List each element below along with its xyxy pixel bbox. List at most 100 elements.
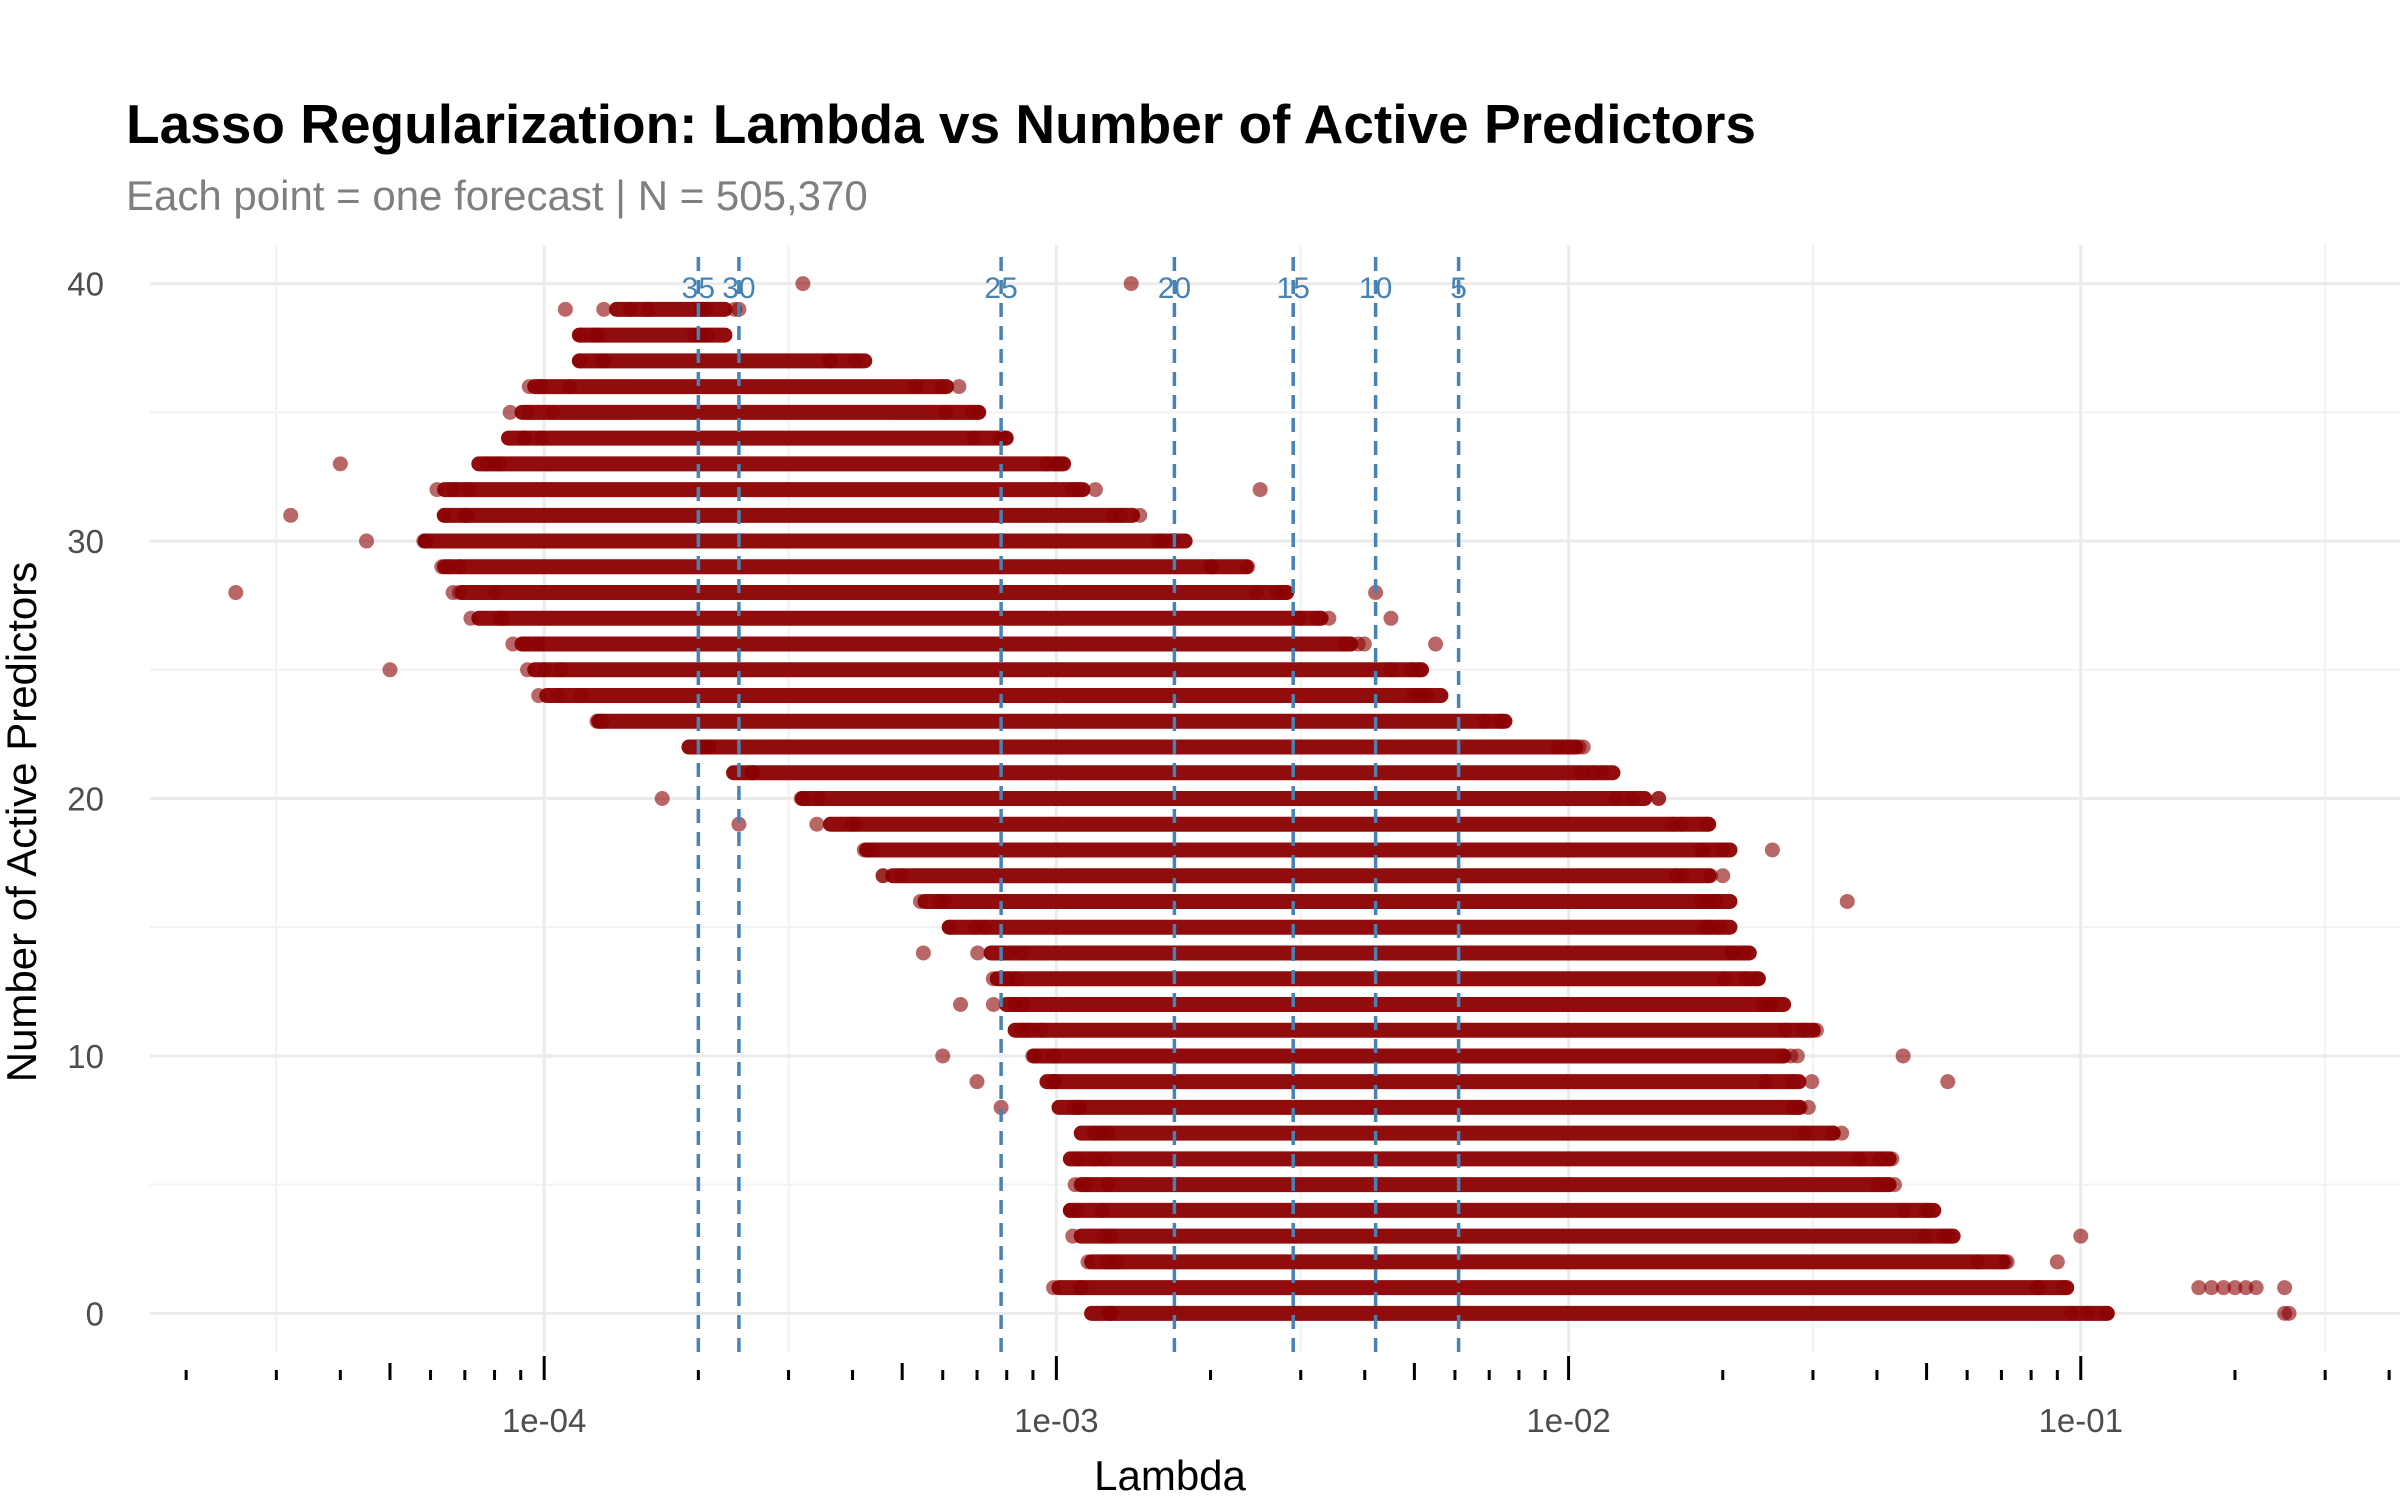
data-point — [1714, 842, 1730, 858]
reference-line-label: 15 — [1277, 272, 1310, 305]
reference-line-label: 30 — [722, 272, 755, 305]
data-point — [1675, 868, 1691, 884]
data-point — [731, 816, 747, 832]
data-point — [966, 430, 982, 446]
data-point — [1069, 1202, 1085, 1218]
y-axis-title: Number of Active Predictors — [0, 562, 45, 1083]
data-point — [970, 945, 986, 961]
data-point — [1723, 945, 1739, 961]
data-point — [1404, 662, 1420, 678]
data-point — [553, 662, 569, 678]
data-point — [1072, 1099, 1088, 1115]
data-point — [654, 791, 670, 806]
data-point — [1624, 791, 1640, 806]
data-point — [985, 971, 1001, 987]
data-point — [1895, 1048, 1911, 1064]
data-point — [1808, 1022, 1824, 1038]
data-point — [2191, 1280, 2207, 1296]
data-point — [1337, 636, 1353, 652]
data-point — [1277, 585, 1293, 601]
data-point — [1203, 559, 1219, 575]
data-point — [1150, 533, 1166, 549]
x-tick-label: 1e-04 — [502, 1402, 586, 1439]
data-point — [1067, 1177, 1083, 1193]
y-tick-label: 30 — [67, 523, 104, 560]
data-point — [418, 533, 434, 549]
data-point — [1839, 893, 1855, 909]
data-point — [935, 1048, 951, 1064]
data-point — [1240, 559, 1256, 575]
data-point — [1123, 276, 1139, 292]
data-point — [1046, 1280, 1062, 1296]
data-point — [847, 353, 863, 369]
data-point — [1595, 765, 1611, 781]
data-point — [505, 636, 521, 652]
data-point — [1896, 1202, 1912, 1218]
data-point — [520, 404, 536, 420]
data-point — [938, 404, 954, 420]
data-point — [520, 662, 536, 678]
data-point — [1696, 842, 1712, 858]
data-point — [596, 301, 612, 317]
data-point — [1777, 1022, 1793, 1038]
data-point — [1087, 482, 1103, 498]
data-point — [1703, 868, 1719, 884]
data-point — [1699, 816, 1715, 832]
data-point — [1046, 1074, 1062, 1090]
data-point — [1292, 610, 1308, 626]
data-point — [1099, 1254, 1115, 1270]
data-point — [1027, 1048, 1043, 1064]
data-point — [463, 610, 479, 626]
data-point — [1000, 971, 1016, 987]
reference-line-label: 5 — [1450, 272, 1467, 305]
data-point — [1248, 585, 1264, 601]
data-point — [701, 739, 717, 755]
x-tick-label: 1e-01 — [2039, 1402, 2123, 1439]
data-point — [1717, 971, 1733, 987]
data-point — [1033, 1022, 1049, 1038]
data-point — [572, 353, 588, 369]
data-point — [1078, 1177, 1094, 1193]
data-point — [1109, 1254, 1125, 1270]
data-point — [1764, 842, 1780, 858]
data-point — [953, 996, 969, 1012]
x-tick-label: 1e-03 — [1014, 1402, 1098, 1439]
data-point — [698, 301, 714, 317]
data-point — [1750, 971, 1766, 987]
data-point — [951, 379, 967, 395]
data-point — [1851, 1151, 1867, 1167]
data-point — [809, 816, 825, 832]
x-tick-label: 1e-02 — [1526, 1402, 1610, 1439]
data-point — [562, 379, 578, 395]
data-point — [382, 662, 398, 678]
data-point — [1074, 1280, 1090, 1296]
data-point — [1608, 791, 1624, 806]
data-point — [1048, 456, 1064, 472]
data-point — [865, 842, 881, 858]
data-point — [1764, 996, 1780, 1012]
data-point — [2277, 1280, 2293, 1296]
data-point — [1428, 636, 1444, 652]
reference-line-label: 25 — [984, 272, 1017, 305]
data-point — [810, 791, 826, 806]
data-point — [1383, 662, 1399, 678]
data-point — [2216, 1280, 2232, 1296]
data-point — [2049, 1254, 2065, 1270]
data-point — [2098, 1305, 2114, 1321]
data-point — [1872, 1151, 1888, 1167]
data-point — [1758, 1074, 1774, 1090]
data-point — [479, 456, 495, 472]
data-point — [2056, 1280, 2072, 1296]
data-point — [1100, 1177, 1116, 1193]
data-point — [934, 379, 950, 395]
data-point — [1094, 1202, 1110, 1218]
data-point — [587, 327, 603, 343]
data-point — [589, 713, 605, 729]
data-point — [932, 893, 948, 909]
data-point — [1997, 1254, 2013, 1270]
data-point — [446, 482, 462, 498]
data-point — [551, 688, 567, 704]
data-point — [1046, 1048, 1062, 1064]
chart-title: Lasso Regularization: Lambda vs Number o… — [126, 93, 1757, 155]
data-point — [597, 353, 613, 369]
